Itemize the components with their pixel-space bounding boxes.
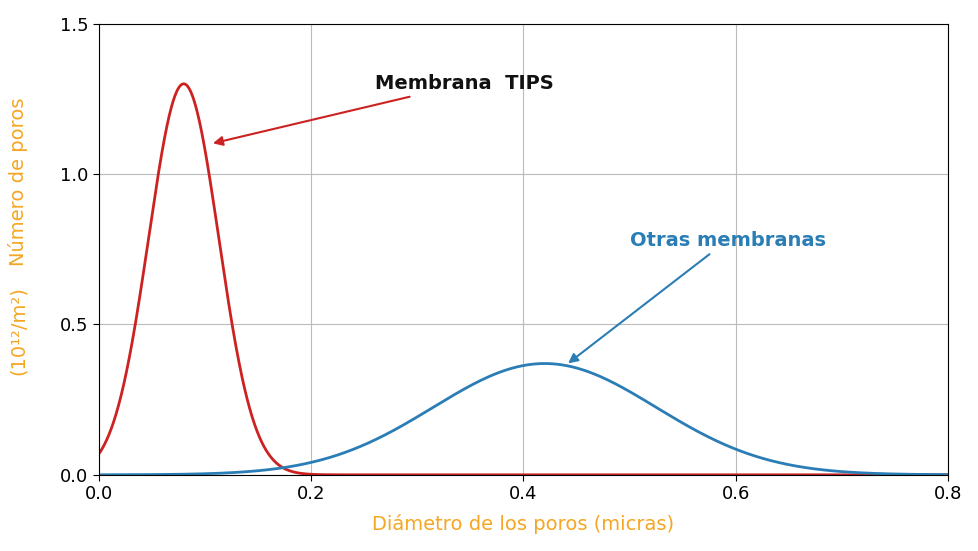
Text: Membrana  TIPS: Membrana TIPS (215, 74, 553, 145)
Text: Número de poros: Número de poros (8, 98, 28, 266)
X-axis label: Diámetro de los poros (micras): Diámetro de los poros (micras) (372, 514, 674, 534)
Text: (10¹²/m²): (10¹²/m²) (9, 286, 27, 375)
Text: Otras membranas: Otras membranas (569, 231, 824, 362)
